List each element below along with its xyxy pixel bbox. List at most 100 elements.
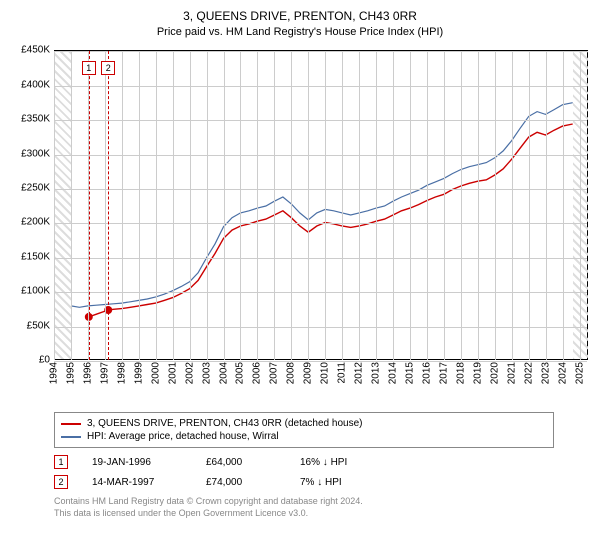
- sale-marker-num: 1: [82, 61, 96, 75]
- grid-line: [291, 51, 292, 360]
- x-tick-label: 1999: [133, 362, 144, 384]
- transaction-num: 1: [54, 455, 68, 469]
- x-tick-label: 2004: [218, 362, 229, 384]
- x-tick-label: 2003: [201, 362, 212, 384]
- series-hpi: [71, 103, 573, 308]
- x-tick-label: 2008: [286, 362, 297, 384]
- grid-line: [54, 292, 587, 293]
- x-tick-label: 2022: [523, 362, 534, 384]
- x-tick-label: 2009: [303, 362, 314, 384]
- grid-line: [54, 327, 587, 328]
- grid-line: [139, 51, 140, 360]
- transaction-delta: 16% ↓ HPI: [300, 457, 390, 468]
- grid-line: [54, 120, 587, 121]
- legend-swatch: [61, 423, 81, 425]
- grid-line: [173, 51, 174, 360]
- legend-box: 3, QUEENS DRIVE, PRENTON, CH43 0RR (deta…: [54, 412, 554, 448]
- grid-line: [54, 51, 55, 360]
- x-axis: 1994199519961997199819992000200120022003…: [54, 360, 588, 406]
- x-tick-label: 2021: [506, 362, 517, 384]
- x-tick-label: 1995: [65, 362, 76, 384]
- grid-line: [427, 51, 428, 360]
- attribution: Contains HM Land Registry data © Crown c…: [54, 496, 592, 519]
- legend-swatch: [61, 436, 81, 438]
- transaction-num: 2: [54, 475, 68, 489]
- x-tick-label: 2010: [320, 362, 331, 384]
- legend-row: HPI: Average price, detached house, Wirr…: [61, 430, 547, 443]
- y-tick-label: £50K: [27, 320, 50, 331]
- x-tick-label: 1996: [82, 362, 93, 384]
- y-tick-label: £350K: [21, 114, 50, 125]
- x-tick-label: 2023: [540, 362, 551, 384]
- transaction-price: £64,000: [206, 457, 276, 468]
- transaction-delta: 7% ↓ HPI: [300, 477, 390, 488]
- y-tick-label: £300K: [21, 148, 50, 159]
- grid-line: [359, 51, 360, 360]
- x-tick-label: 2011: [337, 362, 348, 384]
- x-tick-label: 1994: [49, 362, 60, 384]
- legend-row: 3, QUEENS DRIVE, PRENTON, CH43 0RR (deta…: [61, 417, 547, 430]
- grid-line: [240, 51, 241, 360]
- y-tick-label: £150K: [21, 251, 50, 262]
- grid-line: [393, 51, 394, 360]
- grid-line: [190, 51, 191, 360]
- plot-svg: [54, 51, 588, 361]
- grid-line: [563, 51, 564, 360]
- grid-line: [410, 51, 411, 360]
- grid-line: [529, 51, 530, 360]
- grid-line: [495, 51, 496, 360]
- transaction-date: 14-MAR-1997: [92, 477, 182, 488]
- price-chart: £0£50K£100K£150K£200K£250K£300K£350K£400…: [8, 46, 592, 406]
- y-tick-label: £250K: [21, 182, 50, 193]
- y-tick-label: £450K: [21, 45, 50, 56]
- grid-line: [54, 155, 587, 156]
- x-tick-label: 2005: [235, 362, 246, 384]
- sale-marker-num: 2: [101, 61, 115, 75]
- grid-line: [105, 51, 106, 360]
- x-tick-label: 2017: [438, 362, 449, 384]
- grid-line: [461, 51, 462, 360]
- grid-line: [325, 51, 326, 360]
- x-tick-label: 2020: [489, 362, 500, 384]
- x-tick-label: 1997: [99, 362, 110, 384]
- x-tick-label: 2006: [252, 362, 263, 384]
- page-subtitle: Price paid vs. HM Land Registry's House …: [8, 25, 592, 40]
- x-tick-label: 2001: [167, 362, 178, 384]
- grid-line: [274, 51, 275, 360]
- y-tick-label: £400K: [21, 79, 50, 90]
- grid-line: [512, 51, 513, 360]
- attribution-line: This data is licensed under the Open Gov…: [54, 508, 592, 520]
- attribution-line: Contains HM Land Registry data © Crown c…: [54, 496, 592, 508]
- grid-line: [257, 51, 258, 360]
- x-tick-label: 2014: [388, 362, 399, 384]
- legend-label: 3, QUEENS DRIVE, PRENTON, CH43 0RR (deta…: [87, 418, 362, 429]
- transaction-table: 1 19-JAN-1996 £64,000 16% ↓ HPI 2 14-MAR-1997…: [54, 452, 592, 492]
- transaction-date: 19-JAN-1996: [92, 457, 182, 468]
- x-tick-label: 2025: [574, 362, 585, 384]
- x-tick-label: 2016: [421, 362, 432, 384]
- x-tick-label: 2007: [269, 362, 280, 384]
- y-tick-label: £100K: [21, 286, 50, 297]
- grid-line: [54, 258, 587, 259]
- sale-marker-line: [108, 51, 109, 360]
- page-title: 3, QUEENS DRIVE, PRENTON, CH43 0RR: [8, 8, 592, 25]
- x-tick-label: 1998: [116, 362, 127, 384]
- legend-label: HPI: Average price, detached house, Wirr…: [87, 431, 279, 442]
- grid-line: [207, 51, 208, 360]
- grid-line: [546, 51, 547, 360]
- grid-line: [308, 51, 309, 360]
- y-axis: £0£50K£100K£150K£200K£250K£300K£350K£400…: [8, 50, 54, 360]
- sale-marker-line: [89, 51, 90, 360]
- x-tick-label: 2018: [455, 362, 466, 384]
- y-tick-label: £200K: [21, 217, 50, 228]
- transaction-price: £74,000: [206, 477, 276, 488]
- grid-line: [580, 51, 581, 360]
- grid-line: [156, 51, 157, 360]
- x-tick-label: 2000: [150, 362, 161, 384]
- grid-line: [478, 51, 479, 360]
- transaction-row: 2 14-MAR-1997 £74,000 7% ↓ HPI: [54, 472, 592, 492]
- x-tick-label: 2024: [557, 362, 568, 384]
- grid-line: [71, 51, 72, 360]
- grid-line: [54, 223, 587, 224]
- grid-line: [122, 51, 123, 360]
